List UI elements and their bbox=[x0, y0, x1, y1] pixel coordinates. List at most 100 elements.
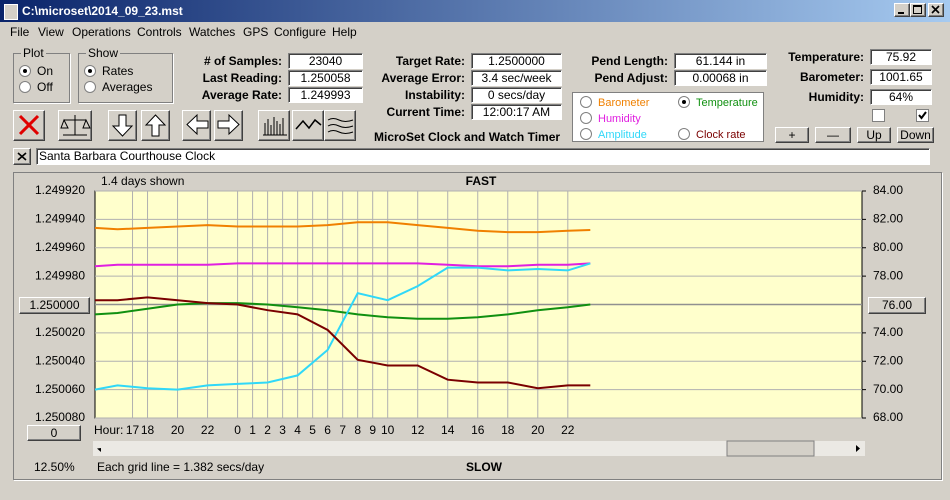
toolbar-button[interactable] bbox=[108, 110, 137, 141]
x-tick-label: 5 bbox=[309, 423, 316, 437]
control-button[interactable]: — bbox=[815, 127, 851, 143]
button-icon bbox=[295, 118, 322, 130]
field-label: Current Time: bbox=[386, 105, 465, 119]
radio-button[interactable] bbox=[580, 128, 592, 140]
y2-tick-label: 78.00 bbox=[873, 268, 903, 282]
button-icon bbox=[144, 114, 167, 137]
scroll-right-arrow bbox=[856, 445, 860, 452]
scroll-left-arrow bbox=[97, 448, 101, 452]
y-tick-label: 1.249920 bbox=[35, 183, 85, 197]
menu-item[interactable]: Controls bbox=[137, 25, 182, 39]
radio-button[interactable] bbox=[678, 128, 690, 140]
toolbar-button[interactable] bbox=[13, 110, 45, 141]
radio-option[interactable]: Off bbox=[19, 80, 53, 94]
menu-bar: File View Operations Controls Watches GPS Conf… bbox=[0, 22, 950, 42]
clear-button[interactable] bbox=[13, 148, 31, 165]
series-radio[interactable]: Barometer bbox=[580, 96, 649, 109]
field-label: Average Error: bbox=[381, 71, 465, 85]
radio-option[interactable]: On bbox=[19, 64, 53, 78]
radio-button[interactable] bbox=[580, 112, 592, 124]
toolbar-button[interactable] bbox=[141, 110, 170, 141]
radio-label: Averages bbox=[102, 80, 153, 94]
minimize-button[interactable] bbox=[894, 3, 910, 17]
radio-button[interactable] bbox=[84, 81, 96, 93]
button-icon bbox=[217, 113, 240, 136]
x-tick-label: 3 bbox=[279, 423, 286, 437]
series-radio[interactable]: Temperature bbox=[678, 96, 758, 109]
control-button[interactable]: Up bbox=[857, 127, 891, 143]
radio-option[interactable]: Rates bbox=[84, 64, 133, 78]
y2-tick-label: 74.00 bbox=[873, 325, 903, 339]
close-button[interactable] bbox=[928, 3, 944, 17]
toolbar-button[interactable] bbox=[258, 110, 290, 141]
radio-option[interactable]: Averages bbox=[84, 80, 152, 94]
group-title: Show bbox=[86, 46, 121, 60]
radio-button[interactable] bbox=[19, 65, 31, 77]
toolbar-button[interactable] bbox=[324, 110, 356, 141]
series-line bbox=[94, 221, 591, 234]
field-value: 0.00068 in bbox=[674, 70, 767, 86]
field-label: Target Rate: bbox=[395, 54, 465, 68]
field-value: 1.2500000 bbox=[471, 53, 562, 69]
field-label: Humidity: bbox=[808, 90, 864, 104]
x-axis-label: Hour: bbox=[94, 423, 123, 437]
button-icon bbox=[111, 114, 134, 137]
field-label: Temperature: bbox=[788, 50, 864, 64]
radio-label: Off bbox=[37, 80, 53, 94]
button-icon bbox=[186, 113, 209, 136]
checkbox[interactable] bbox=[916, 109, 929, 122]
control-button[interactable]: + bbox=[775, 127, 809, 143]
clock-name-input[interactable]: Santa Barbara Courthouse Clock bbox=[36, 148, 930, 165]
menu-item[interactable]: View bbox=[38, 25, 64, 39]
button-icon bbox=[263, 117, 287, 136]
control-button[interactable]: Down bbox=[897, 127, 934, 143]
toolbar-button[interactable] bbox=[292, 110, 324, 141]
field-label: Barometer: bbox=[799, 70, 864, 84]
field-label: # of Samples: bbox=[203, 54, 282, 68]
field-value: 1001.65 bbox=[870, 69, 932, 85]
field-value: 23040 bbox=[288, 53, 363, 69]
series-radio[interactable]: Humidity bbox=[580, 112, 641, 125]
checkbox[interactable] bbox=[872, 109, 885, 122]
y-tick-label: 1.249980 bbox=[35, 268, 85, 282]
series-line bbox=[94, 302, 591, 320]
radio-label: On bbox=[37, 64, 54, 78]
x-tick-label: 17 bbox=[126, 423, 140, 437]
y2-center-button[interactable]: 76.00 bbox=[868, 296, 926, 314]
fast-label: FAST bbox=[466, 174, 497, 188]
field-value: 12:00:17 AM bbox=[471, 104, 562, 120]
chart-panel: 17 18 20 22 0 1 2 3 4 5 6 7 8 9 10 12 14 16 18 20 22 Hour: 1.2… bbox=[13, 172, 942, 480]
x-tick-label: 20 bbox=[171, 423, 185, 437]
series-radio[interactable]: Amplitude bbox=[580, 128, 647, 141]
menu-item[interactable]: GPS bbox=[243, 25, 269, 39]
toolbar-button[interactable] bbox=[58, 110, 92, 141]
radio-button[interactable] bbox=[580, 96, 592, 108]
button-icon bbox=[18, 114, 40, 136]
series-radio[interactable]: Clock rate bbox=[678, 128, 746, 141]
toolbar-button[interactable] bbox=[182, 110, 211, 141]
offset-button[interactable]: 0 bbox=[27, 425, 81, 441]
x-tick-label: 2 bbox=[264, 423, 271, 437]
series-line bbox=[95, 296, 591, 390]
menu-item[interactable]: Configure bbox=[274, 25, 327, 39]
menu-item[interactable]: Watches bbox=[189, 25, 236, 39]
field-value: 3.4 sec/week bbox=[471, 70, 562, 86]
y-tick-label: 1.249960 bbox=[35, 240, 85, 254]
y-tick-label: 1.250060 bbox=[35, 382, 85, 396]
slow-label: SLOW bbox=[466, 460, 503, 474]
radio-button[interactable] bbox=[678, 96, 690, 108]
x-tick-label: 22 bbox=[561, 423, 575, 437]
maximize-button[interactable] bbox=[910, 3, 926, 17]
toolbar-button[interactable] bbox=[214, 110, 243, 141]
series-name: Amplitude bbox=[598, 129, 647, 141]
menu-item[interactable]: Help bbox=[332, 25, 357, 39]
radio-button[interactable] bbox=[84, 65, 96, 77]
series-name: Clock rate bbox=[696, 129, 746, 141]
y-center-button[interactable]: 1.250000 bbox=[19, 296, 90, 314]
menu-item[interactable]: File bbox=[10, 25, 30, 39]
radio-button[interactable] bbox=[19, 81, 31, 93]
menu-item[interactable]: Operations bbox=[72, 25, 131, 39]
x-tick-label: 16 bbox=[471, 423, 485, 437]
y2-tick-label: 68.00 bbox=[873, 410, 903, 424]
field-value: 0 secs/day bbox=[471, 87, 562, 103]
